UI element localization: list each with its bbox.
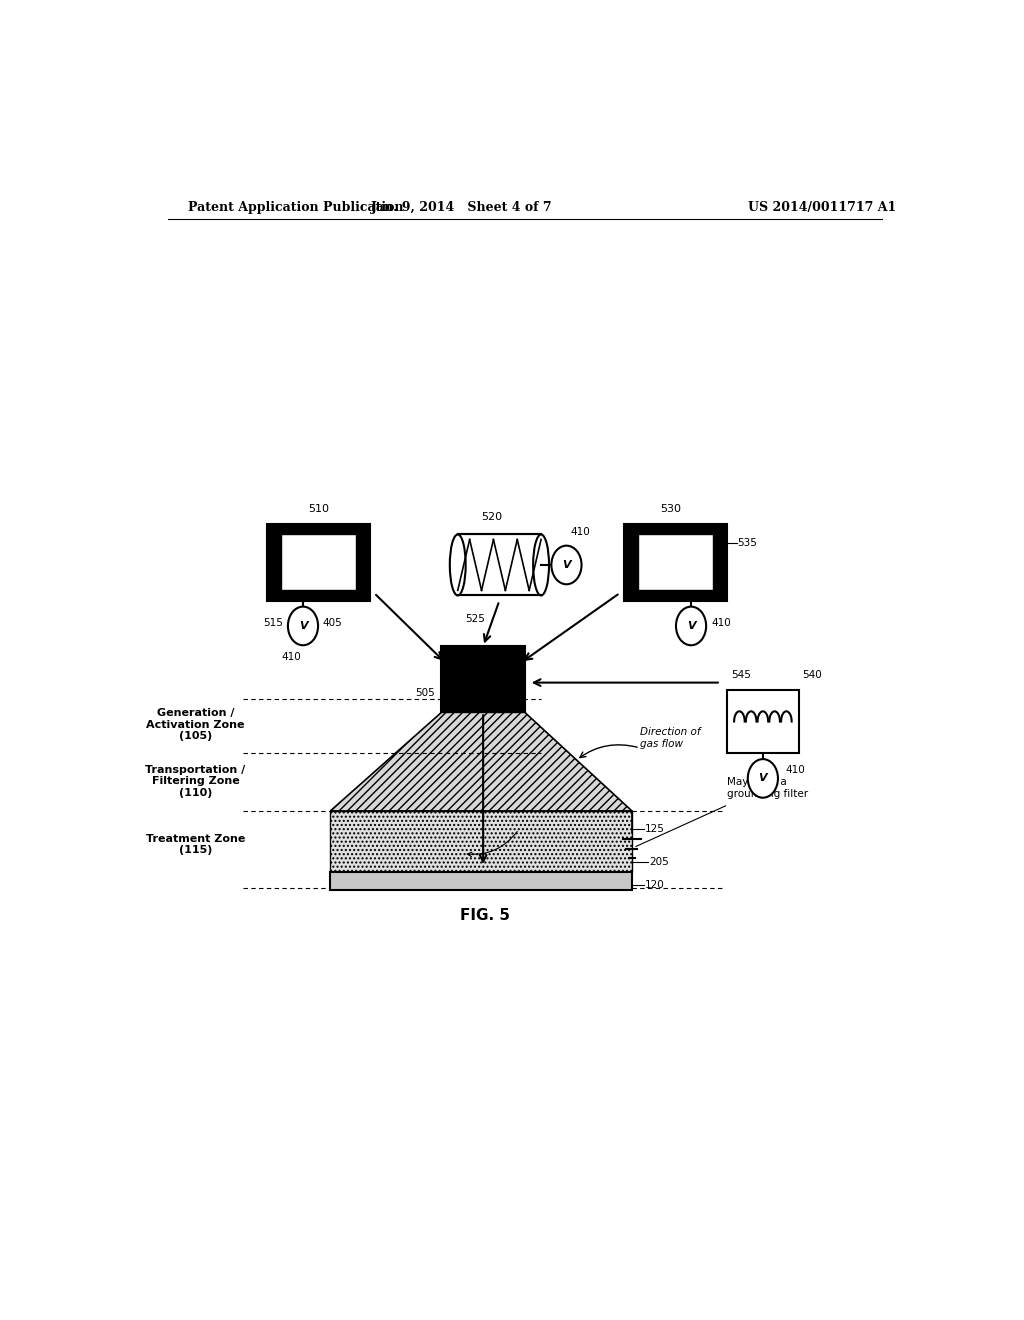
Bar bbox=[282, 535, 355, 590]
Text: 540: 540 bbox=[803, 669, 822, 680]
Text: 410: 410 bbox=[712, 618, 731, 628]
Bar bbox=[638, 535, 713, 590]
Bar bbox=[458, 535, 541, 595]
Bar bbox=[357, 524, 370, 601]
Bar bbox=[715, 524, 727, 601]
Bar bbox=[624, 524, 637, 601]
Text: US 2014/0011717 A1: US 2014/0011717 A1 bbox=[749, 201, 897, 214]
Text: 535: 535 bbox=[737, 539, 758, 548]
Text: V: V bbox=[759, 774, 767, 783]
Text: Direction of
gas flow: Direction of gas flow bbox=[640, 727, 700, 748]
Text: 410: 410 bbox=[570, 527, 590, 536]
Text: 205: 205 bbox=[649, 857, 669, 867]
Ellipse shape bbox=[534, 535, 549, 595]
Circle shape bbox=[551, 545, 582, 585]
Bar bbox=[267, 524, 280, 601]
Text: 505: 505 bbox=[416, 688, 435, 697]
Bar bbox=[331, 873, 632, 890]
Text: 120: 120 bbox=[645, 879, 665, 890]
Text: 410: 410 bbox=[785, 766, 805, 775]
Text: 410: 410 bbox=[282, 652, 301, 663]
Polygon shape bbox=[331, 810, 632, 873]
Text: 525: 525 bbox=[466, 614, 485, 624]
Text: 510: 510 bbox=[308, 504, 329, 515]
Text: V: V bbox=[299, 620, 307, 631]
Text: Transportation /
Filtering Zone
(110): Transportation / Filtering Zone (110) bbox=[145, 764, 246, 799]
Text: Generation /
Activation Zone
(105): Generation / Activation Zone (105) bbox=[146, 708, 245, 741]
Text: Patent Application Publication: Patent Application Publication bbox=[187, 201, 403, 214]
Bar bbox=[727, 690, 799, 752]
Ellipse shape bbox=[450, 535, 466, 595]
Text: 405: 405 bbox=[323, 618, 343, 628]
Bar bbox=[267, 524, 370, 601]
Text: V: V bbox=[562, 560, 570, 570]
Text: 520: 520 bbox=[481, 512, 502, 523]
Text: 515: 515 bbox=[263, 618, 284, 628]
Circle shape bbox=[676, 607, 707, 645]
Text: V: V bbox=[687, 620, 695, 631]
Text: 545: 545 bbox=[731, 669, 751, 680]
Text: Jan. 9, 2014   Sheet 4 of 7: Jan. 9, 2014 Sheet 4 of 7 bbox=[371, 201, 552, 214]
Bar bbox=[441, 647, 525, 713]
Bar bbox=[624, 524, 727, 601]
Text: FIG. 5: FIG. 5 bbox=[460, 908, 510, 923]
Text: 125: 125 bbox=[645, 824, 665, 834]
Text: Treatment Zone
(115): Treatment Zone (115) bbox=[145, 834, 245, 855]
Circle shape bbox=[288, 607, 318, 645]
Text: May have a
grounding filter: May have a grounding filter bbox=[727, 777, 808, 799]
Polygon shape bbox=[331, 713, 632, 810]
Circle shape bbox=[748, 759, 778, 797]
Text: 530: 530 bbox=[659, 504, 681, 515]
